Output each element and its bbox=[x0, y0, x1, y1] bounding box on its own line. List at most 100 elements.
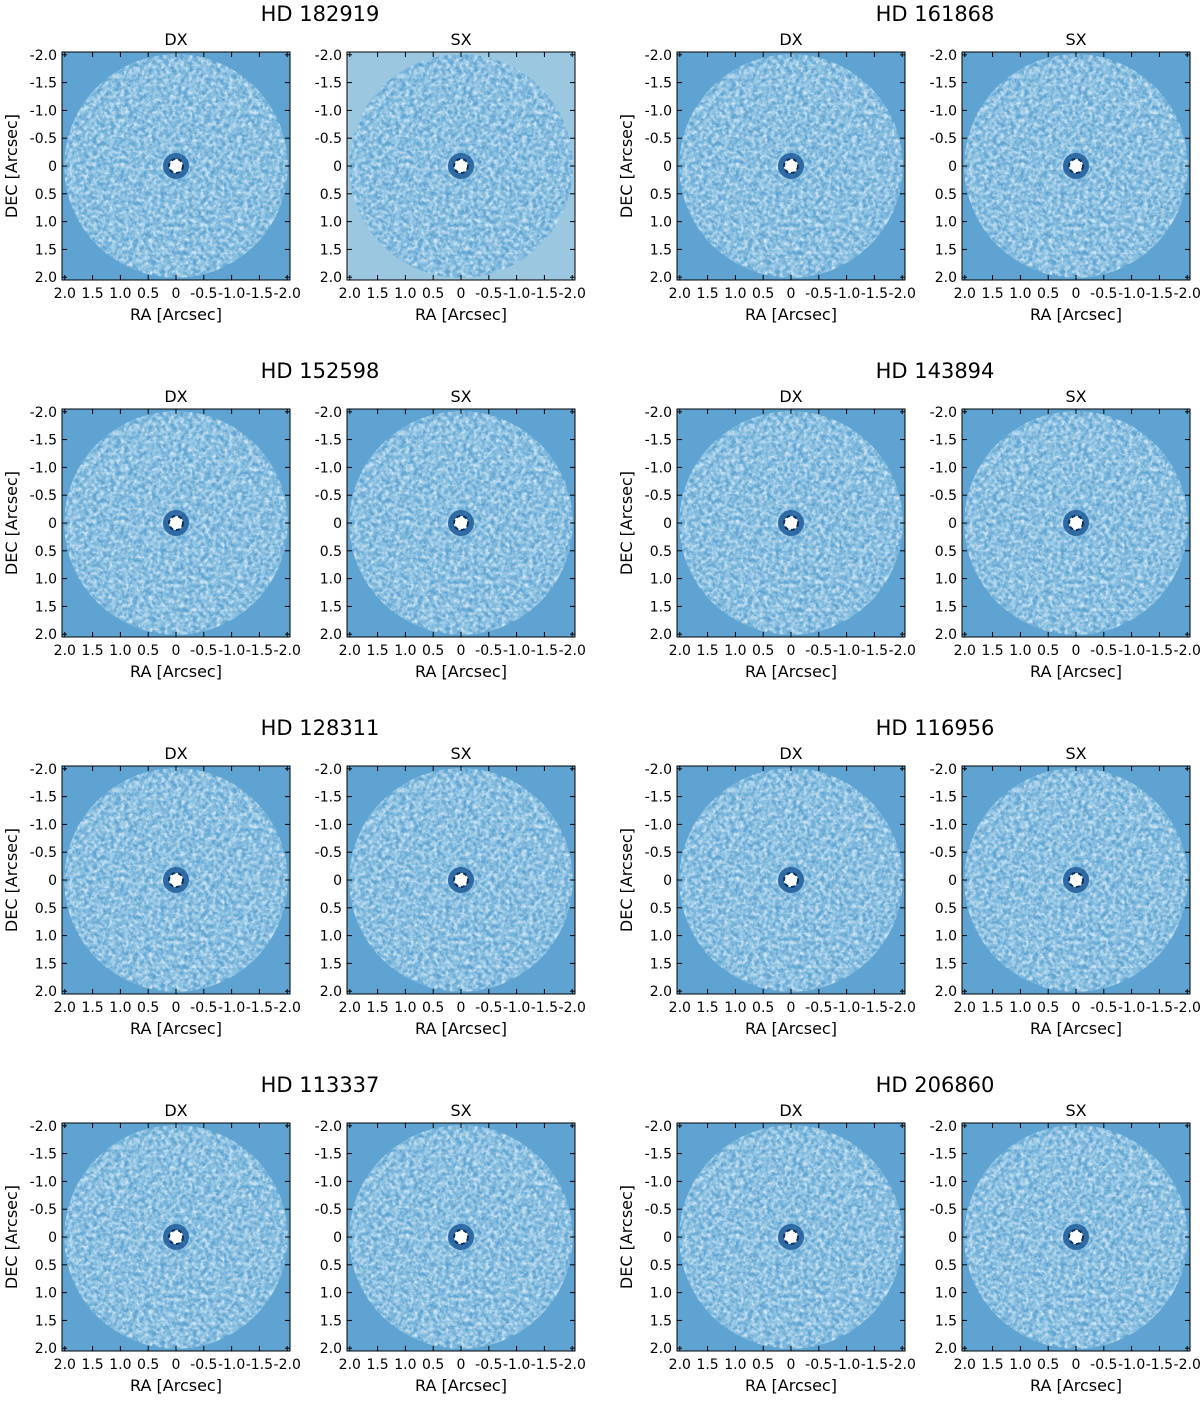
y-tick-label: -1.5 bbox=[315, 1147, 342, 1163]
y-tick-label: -1.0 bbox=[645, 460, 672, 476]
x-tick-label: 0 bbox=[1072, 1357, 1081, 1373]
x-tick-label: 1.5 bbox=[696, 643, 718, 659]
x-tick-label: -1.0 bbox=[833, 286, 860, 302]
x-tick-label: 0.5 bbox=[137, 1000, 159, 1016]
x-tick-label: 1.0 bbox=[724, 286, 746, 302]
x-tick-label: -1.0 bbox=[1118, 643, 1145, 659]
y-axis-label: DEC [Arcsec] bbox=[2, 1184, 21, 1290]
x-tick-label: 1.0 bbox=[394, 1357, 416, 1373]
y-tick-label: -1.0 bbox=[930, 103, 957, 119]
y-tick-label: 2.0 bbox=[35, 984, 57, 1000]
x-tick-label: 0.5 bbox=[137, 643, 159, 659]
x-tick-label: 1.0 bbox=[109, 1000, 131, 1016]
y-tick-label: -1.0 bbox=[30, 817, 57, 833]
y-tick-label: -1.0 bbox=[645, 103, 672, 119]
central-star-residual bbox=[1063, 867, 1089, 893]
y-tick-label: 0.5 bbox=[650, 187, 672, 203]
y-tick-label: 0 bbox=[663, 873, 672, 889]
y-tick-label: -0.5 bbox=[645, 488, 672, 504]
panel-title: DX bbox=[164, 30, 188, 49]
x-tick-label: -1.0 bbox=[1118, 286, 1145, 302]
panel-title: DX bbox=[779, 744, 803, 763]
x-tick-label: 2.0 bbox=[954, 643, 976, 659]
y-tick-label: 1.0 bbox=[35, 572, 57, 588]
y-tick-label: 1.5 bbox=[320, 1313, 342, 1329]
x-tick-label: 0 bbox=[457, 643, 466, 659]
x-tick-label: -0.5 bbox=[805, 643, 832, 659]
x-tick-label: 1.5 bbox=[81, 643, 103, 659]
x-tick-label: 0 bbox=[787, 286, 796, 302]
y-tick-label: -2.0 bbox=[645, 405, 672, 421]
y-tick-label: 0.5 bbox=[650, 1258, 672, 1274]
x-tick-label: 2.0 bbox=[54, 643, 76, 659]
coronagraph-image-panel: 2.0 -2.0 1.5 -1.5 1.0 -1.0 0.5 -0.5 0 0 -0.5 0.5 -1.… bbox=[930, 48, 1200, 302]
y-tick-label: 1.0 bbox=[320, 929, 342, 945]
x-tick-label: 0 bbox=[787, 643, 796, 659]
x-tick-label: 1.5 bbox=[366, 1000, 388, 1016]
y-tick-label: 1.5 bbox=[35, 956, 57, 972]
y-tick-label: 1.0 bbox=[935, 215, 957, 231]
x-tick-label: 0 bbox=[457, 286, 466, 302]
y-tick-label: 0 bbox=[333, 516, 342, 532]
x-tick-label: 0 bbox=[457, 1357, 466, 1373]
y-tick-label: -0.5 bbox=[930, 1202, 957, 1218]
x-tick-label: -1.0 bbox=[503, 1357, 530, 1373]
x-tick-label: 0.5 bbox=[752, 1000, 774, 1016]
x-tick-label: 2.0 bbox=[669, 1357, 691, 1373]
y-tick-label: 0 bbox=[48, 159, 57, 175]
x-tick-label: 0.5 bbox=[1037, 1357, 1059, 1373]
x-tick-label: -1.0 bbox=[503, 643, 530, 659]
x-tick-label: -0.5 bbox=[475, 643, 502, 659]
y-tick-label: 1.5 bbox=[320, 956, 342, 972]
y-tick-label: 0.5 bbox=[35, 187, 57, 203]
y-tick-label: 1.5 bbox=[320, 242, 342, 258]
x-axis-label: RA [Arcsec] bbox=[130, 1376, 222, 1395]
y-tick-label: 0 bbox=[48, 873, 57, 889]
y-tick-label: -1.5 bbox=[645, 790, 672, 806]
x-tick-label: -0.5 bbox=[190, 643, 217, 659]
x-tick-label: -1.5 bbox=[1146, 643, 1173, 659]
y-tick-label: 0.5 bbox=[320, 1258, 342, 1274]
y-tick-label: -1.5 bbox=[930, 76, 957, 92]
x-tick-label: -2.0 bbox=[889, 1357, 916, 1373]
coronagraph-image-panel: 2.0 -2.0 1.5 -1.5 1.0 -1.0 0.5 -0.5 0 0 -0.5 0.5 -1.… bbox=[645, 1119, 916, 1373]
x-tick-label: -1.5 bbox=[246, 1000, 273, 1016]
group-title: HD 113337 bbox=[260, 1073, 380, 1097]
x-tick-label: 0 bbox=[787, 1357, 796, 1373]
x-tick-label: 0.5 bbox=[752, 286, 774, 302]
y-tick-label: -1.5 bbox=[930, 790, 957, 806]
y-tick-label: 2.0 bbox=[320, 627, 342, 643]
y-tick-label: -1.5 bbox=[30, 790, 57, 806]
y-tick-label: 0.5 bbox=[650, 544, 672, 560]
y-tick-label: -0.5 bbox=[645, 1202, 672, 1218]
x-tick-label: 1.0 bbox=[724, 1357, 746, 1373]
panel-title: DX bbox=[164, 1101, 188, 1120]
x-tick-label: -2.0 bbox=[274, 643, 301, 659]
x-tick-label: -1.0 bbox=[218, 643, 245, 659]
x-tick-label: 1.0 bbox=[1009, 1357, 1031, 1373]
y-tick-label: 1.0 bbox=[650, 215, 672, 231]
x-tick-label: -2.0 bbox=[274, 1357, 301, 1373]
x-axis-label: RA [Arcsec] bbox=[415, 662, 507, 681]
y-axis-label: DEC [Arcsec] bbox=[2, 113, 21, 219]
y-tick-label: 1.5 bbox=[935, 599, 957, 615]
x-axis-label: RA [Arcsec] bbox=[745, 1376, 837, 1395]
x-tick-label: -1.0 bbox=[218, 286, 245, 302]
panel-title: SX bbox=[1065, 744, 1087, 763]
y-tick-label: 2.0 bbox=[650, 984, 672, 1000]
x-tick-label: -0.5 bbox=[805, 1000, 832, 1016]
x-tick-label: -0.5 bbox=[190, 1000, 217, 1016]
y-tick-label: 1.0 bbox=[320, 1286, 342, 1302]
y-tick-label: -1.0 bbox=[645, 1174, 672, 1190]
central-star-residual bbox=[1063, 510, 1089, 536]
x-tick-label: 0.5 bbox=[1037, 643, 1059, 659]
y-axis-label: DEC [Arcsec] bbox=[2, 827, 21, 933]
x-tick-label: -1.0 bbox=[833, 643, 860, 659]
y-tick-label: -1.5 bbox=[30, 76, 57, 92]
x-tick-label: 1.5 bbox=[366, 1357, 388, 1373]
x-tick-label: 0.5 bbox=[752, 643, 774, 659]
y-tick-label: 1.5 bbox=[650, 599, 672, 615]
y-tick-label: -1.0 bbox=[930, 1174, 957, 1190]
y-tick-label: -1.0 bbox=[930, 817, 957, 833]
y-tick-label: 0 bbox=[663, 159, 672, 175]
